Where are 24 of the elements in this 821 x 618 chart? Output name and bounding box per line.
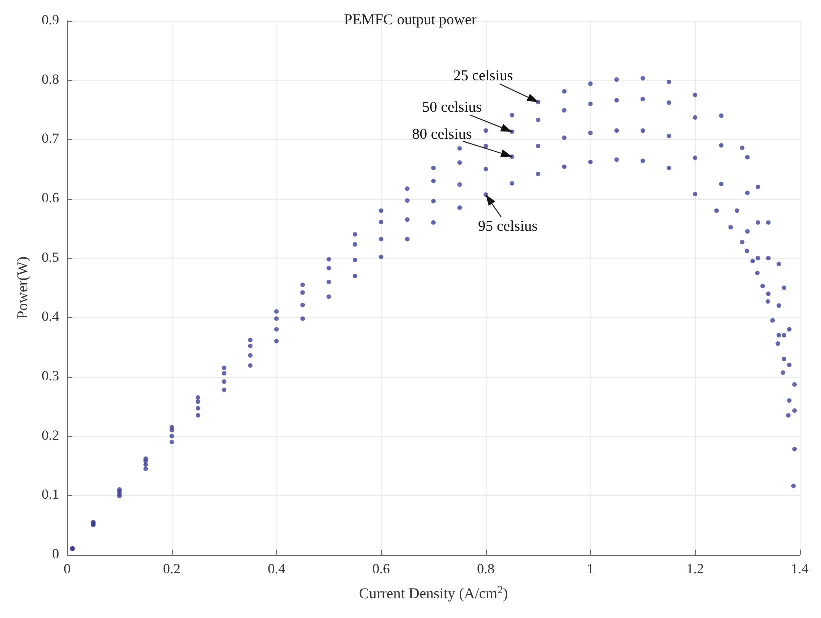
x-tick-label: 0.6 — [372, 562, 390, 578]
y-tick-label: 0.2 — [42, 428, 60, 444]
x-tick-label: 0.2 — [163, 562, 181, 578]
y-tick-label: 0.8 — [42, 72, 60, 88]
y-tick-label: 0.6 — [42, 192, 60, 206]
x-tick-label: 1 — [587, 562, 594, 578]
chart-title: PEMFC output power — [344, 12, 477, 28]
y-tick-label: 0.7 — [42, 132, 60, 148]
x-tick-label: 0 — [64, 562, 71, 578]
y-tick-label: 0.5 — [42, 250, 60, 266]
annotation: 80 celsius — [412, 126, 472, 143]
annotation: 50 celsius — [422, 100, 482, 116]
y-tick-label: 0 — [52, 548, 60, 562]
x-tick-label: 0.8 — [477, 562, 495, 578]
y-axis-title: Power(W) — [16, 256, 32, 320]
x-tick-label: 1.2 — [686, 562, 704, 578]
annotation: 95 celsius — [478, 218, 538, 235]
x-tick-label: 1.4 — [791, 562, 809, 578]
y-tick-label: 0.3 — [42, 370, 60, 384]
y-tick-label: 0.4 — [42, 310, 60, 326]
y-tick-label: 0.1 — [42, 488, 60, 504]
x-tick-label: 0.4 — [268, 562, 286, 578]
y-tick-label: 0.9 — [42, 14, 60, 28]
annotation: 25 celsius — [454, 68, 514, 84]
